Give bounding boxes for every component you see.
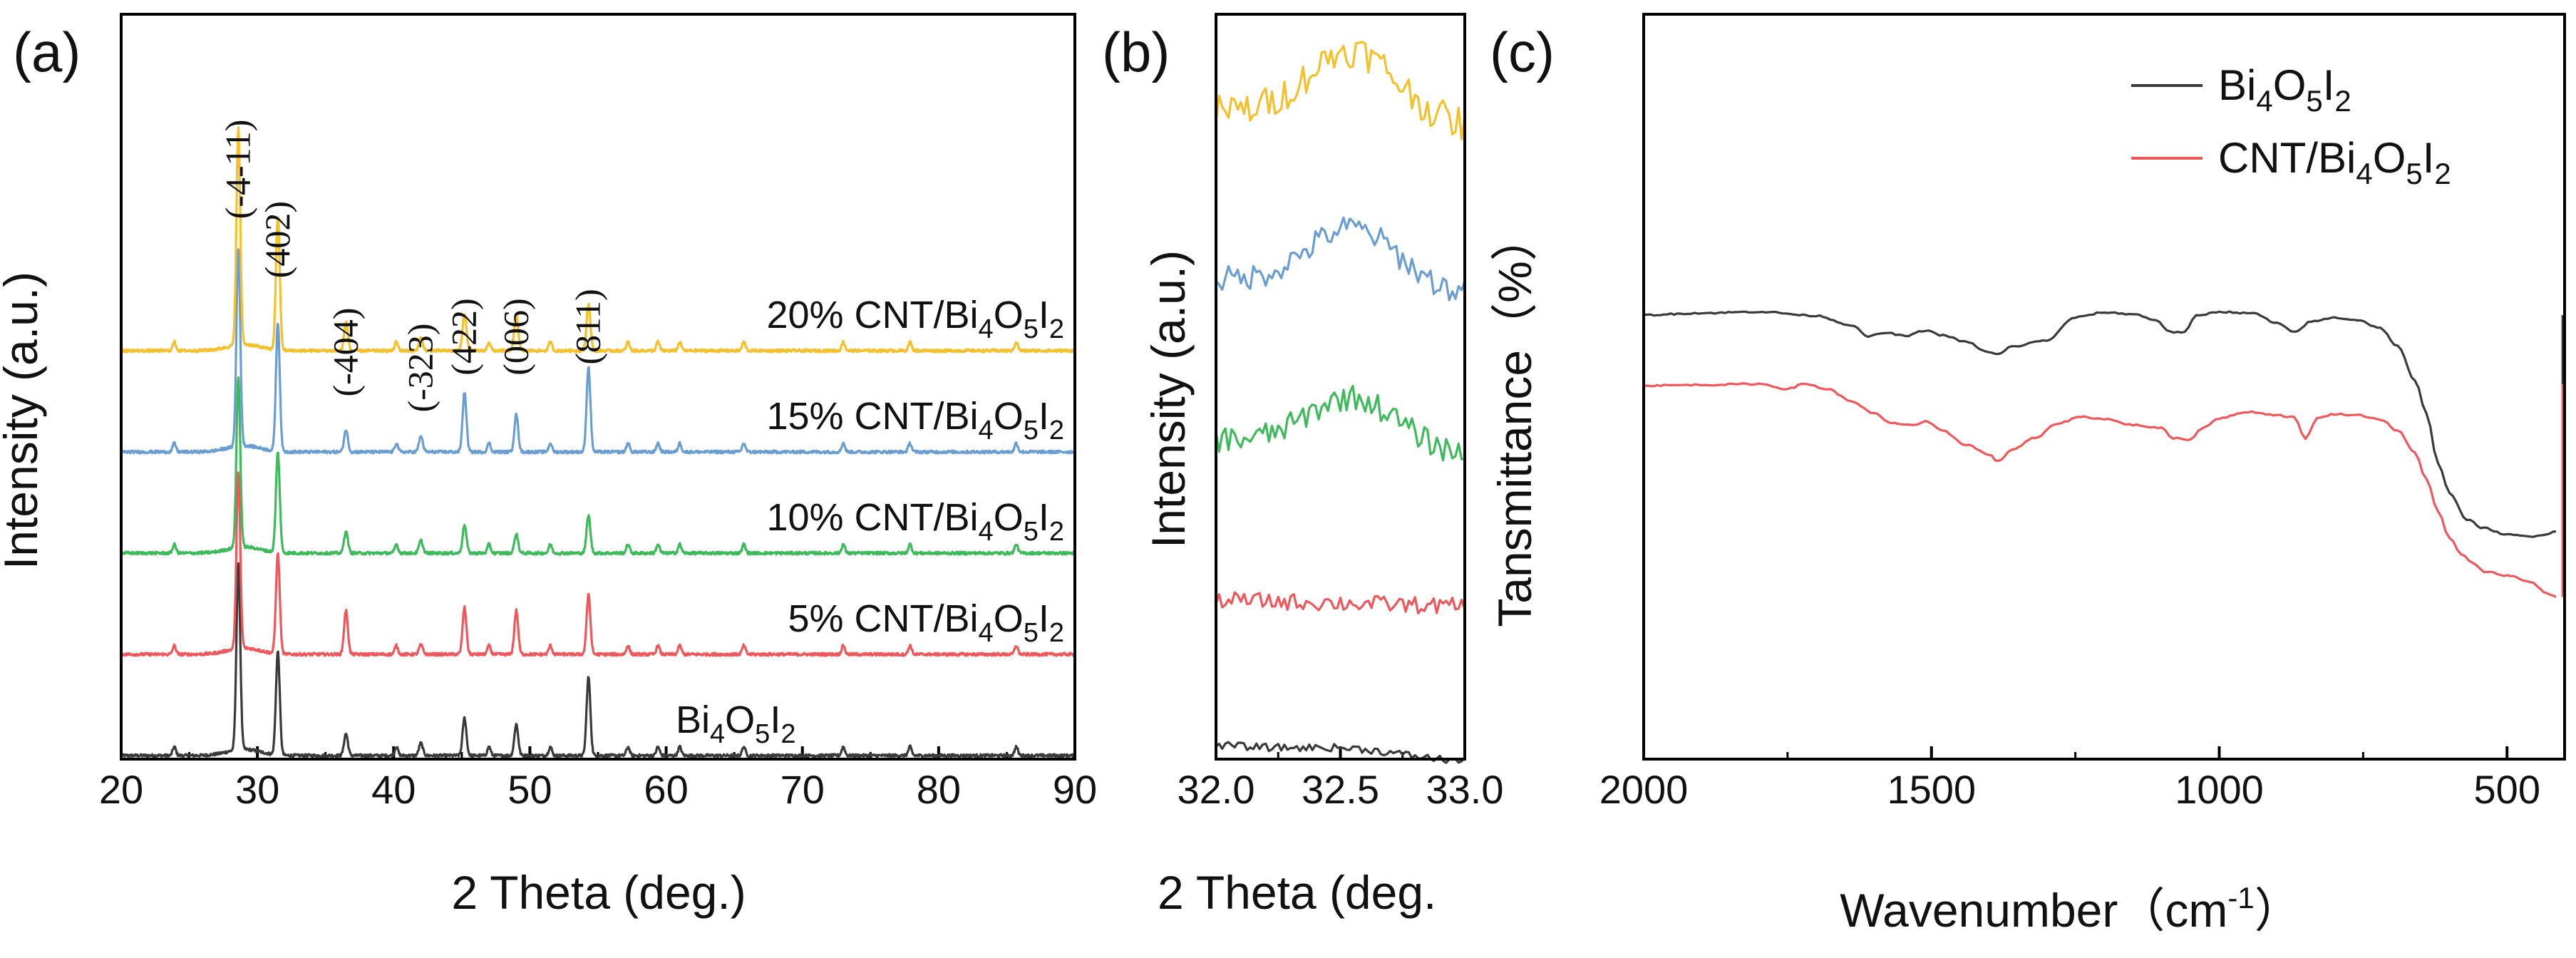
panel-c-ylabel: Tansmittance（%） — [1488, 214, 1541, 627]
panel-a-xtick-label: 50 — [508, 767, 552, 812]
panel-a-sample-label-1: 5% CNT/Bi4O5I2 — [788, 597, 1065, 648]
panel-b-ticks: 32.0 32.5 33.0 — [1178, 746, 1504, 812]
panel-c-letter: (c) — [1490, 21, 1555, 83]
panel-b-xlabel: 2 Theta (deg. — [1158, 866, 1436, 919]
panel-b-series-4 — [1215, 41, 1466, 141]
panel-a-xtick-label: 90 — [1053, 767, 1097, 812]
panel-a-series-0 — [120, 562, 1076, 758]
panel-b-xtick-label: 33.0 — [1426, 767, 1504, 812]
panel-c-xtick-label: 1500 — [1887, 767, 1976, 812]
panel-a-frame — [120, 13, 1076, 761]
panel-a-hkl-label: (811) — [568, 289, 608, 364]
panel-b-xtick-label: 32.5 — [1302, 767, 1379, 812]
panel-a-series-2 — [120, 376, 1076, 556]
panel-a-ylabel: Intensity (a.u.) — [0, 272, 47, 570]
panel-a-xtick-label: 80 — [917, 767, 961, 812]
panel-a: (a) Intensity (a.u.) 2 Theta (deg.) 20 30… — [0, 13, 1097, 919]
panel-c-legend-label-1: CNT/Bi4O5I2 — [2218, 134, 2451, 190]
panel-b-ylabel: Intensity (a.u.) — [1142, 250, 1195, 548]
panel-a-curves — [120, 126, 1076, 758]
panel-a-ticks: 20 30 40 50 60 70 80 90 — [99, 746, 1097, 812]
panel-c-xtick-label: 2000 — [1599, 767, 1689, 812]
panel-b: (b) Intensity (a.u.) 2 Theta (deg. 32.0 3… — [1102, 13, 1504, 919]
panel-a-sample-label-0: Bi4O5I2 — [676, 699, 795, 749]
panel-a-sample-label-3: 15% CNT/Bi4O5I2 — [766, 395, 1064, 445]
panel-a-sample-labels: Bi4O5I2 5% CNT/Bi4O5I2 10% CNT/Bi4O5I2 15% … — [676, 294, 1064, 749]
panel-b-letter: (b) — [1102, 21, 1170, 83]
panel-a-sample-label-4: 20% CNT/Bi4O5I2 — [766, 294, 1064, 344]
panel-a-hkl-label: (422) — [444, 298, 484, 375]
panel-c-series-1 — [1643, 382, 2557, 599]
panel-a-hkl-label: (-4-11) — [217, 120, 257, 220]
panel-c-frame — [1642, 13, 2566, 761]
panel-a-xtick-label: 30 — [235, 767, 279, 812]
panel-c-legend-label-0: Bi4O5I2 — [2218, 61, 2351, 118]
panel-a-xlabel: 2 Theta (deg.) — [451, 866, 746, 919]
panel-a-hkl-label: (-323) — [401, 324, 441, 413]
panel-b-series-1 — [1215, 591, 1466, 614]
panel-c-curves — [1643, 310, 2565, 599]
panel-c-xlabel: Wavenumber（cm-1） — [1840, 881, 2301, 937]
panel-c-legend: Bi4O5I2 CNT/Bi4O5I2 — [2131, 61, 2451, 190]
panel-a-letter: (a) — [13, 21, 81, 83]
panel-a-sample-label-2: 10% CNT/Bi4O5I2 — [766, 496, 1064, 547]
panel-a-hkl-label: (006) — [495, 298, 535, 375]
panel-a-series-3 — [120, 248, 1076, 455]
panel-b-xtick-label: 32.0 — [1178, 767, 1255, 812]
panel-a-xtick-label: 70 — [780, 767, 825, 812]
panel-c: (c) Tansmittance（%） Wavenumber（cm-1） 200… — [1488, 13, 2566, 937]
panel-a-xtick-label: 60 — [644, 767, 688, 812]
panel-b-series-3 — [1215, 216, 1466, 302]
panel-a-xtick-label: 40 — [371, 767, 416, 812]
panel-c-series-0 — [1643, 310, 2557, 538]
panel-c-xtick-label: 500 — [2474, 767, 2540, 812]
panel-c-xtick-label: 1000 — [2175, 767, 2264, 812]
panel-b-frame — [1215, 13, 1466, 761]
panel-a-hkl-label: (-404) — [325, 308, 365, 397]
panel-a-xtick-label: 20 — [99, 767, 143, 812]
panel-a-hkl-label: (402) — [257, 201, 297, 278]
panel-a-series-4 — [120, 126, 1076, 354]
panel-c-ticks: 2000 1500 1000 500 — [1599, 746, 2540, 812]
panel-b-series-0 — [1215, 741, 1466, 764]
panel-a-series-1 — [120, 471, 1076, 657]
panel-b-curves — [1215, 41, 1466, 764]
panel-b-series-2 — [1215, 384, 1465, 462]
panel-a-hkl-labels: (-4-11)(402) (-404) (-323) (422) (006) (811) — [217, 120, 607, 413]
